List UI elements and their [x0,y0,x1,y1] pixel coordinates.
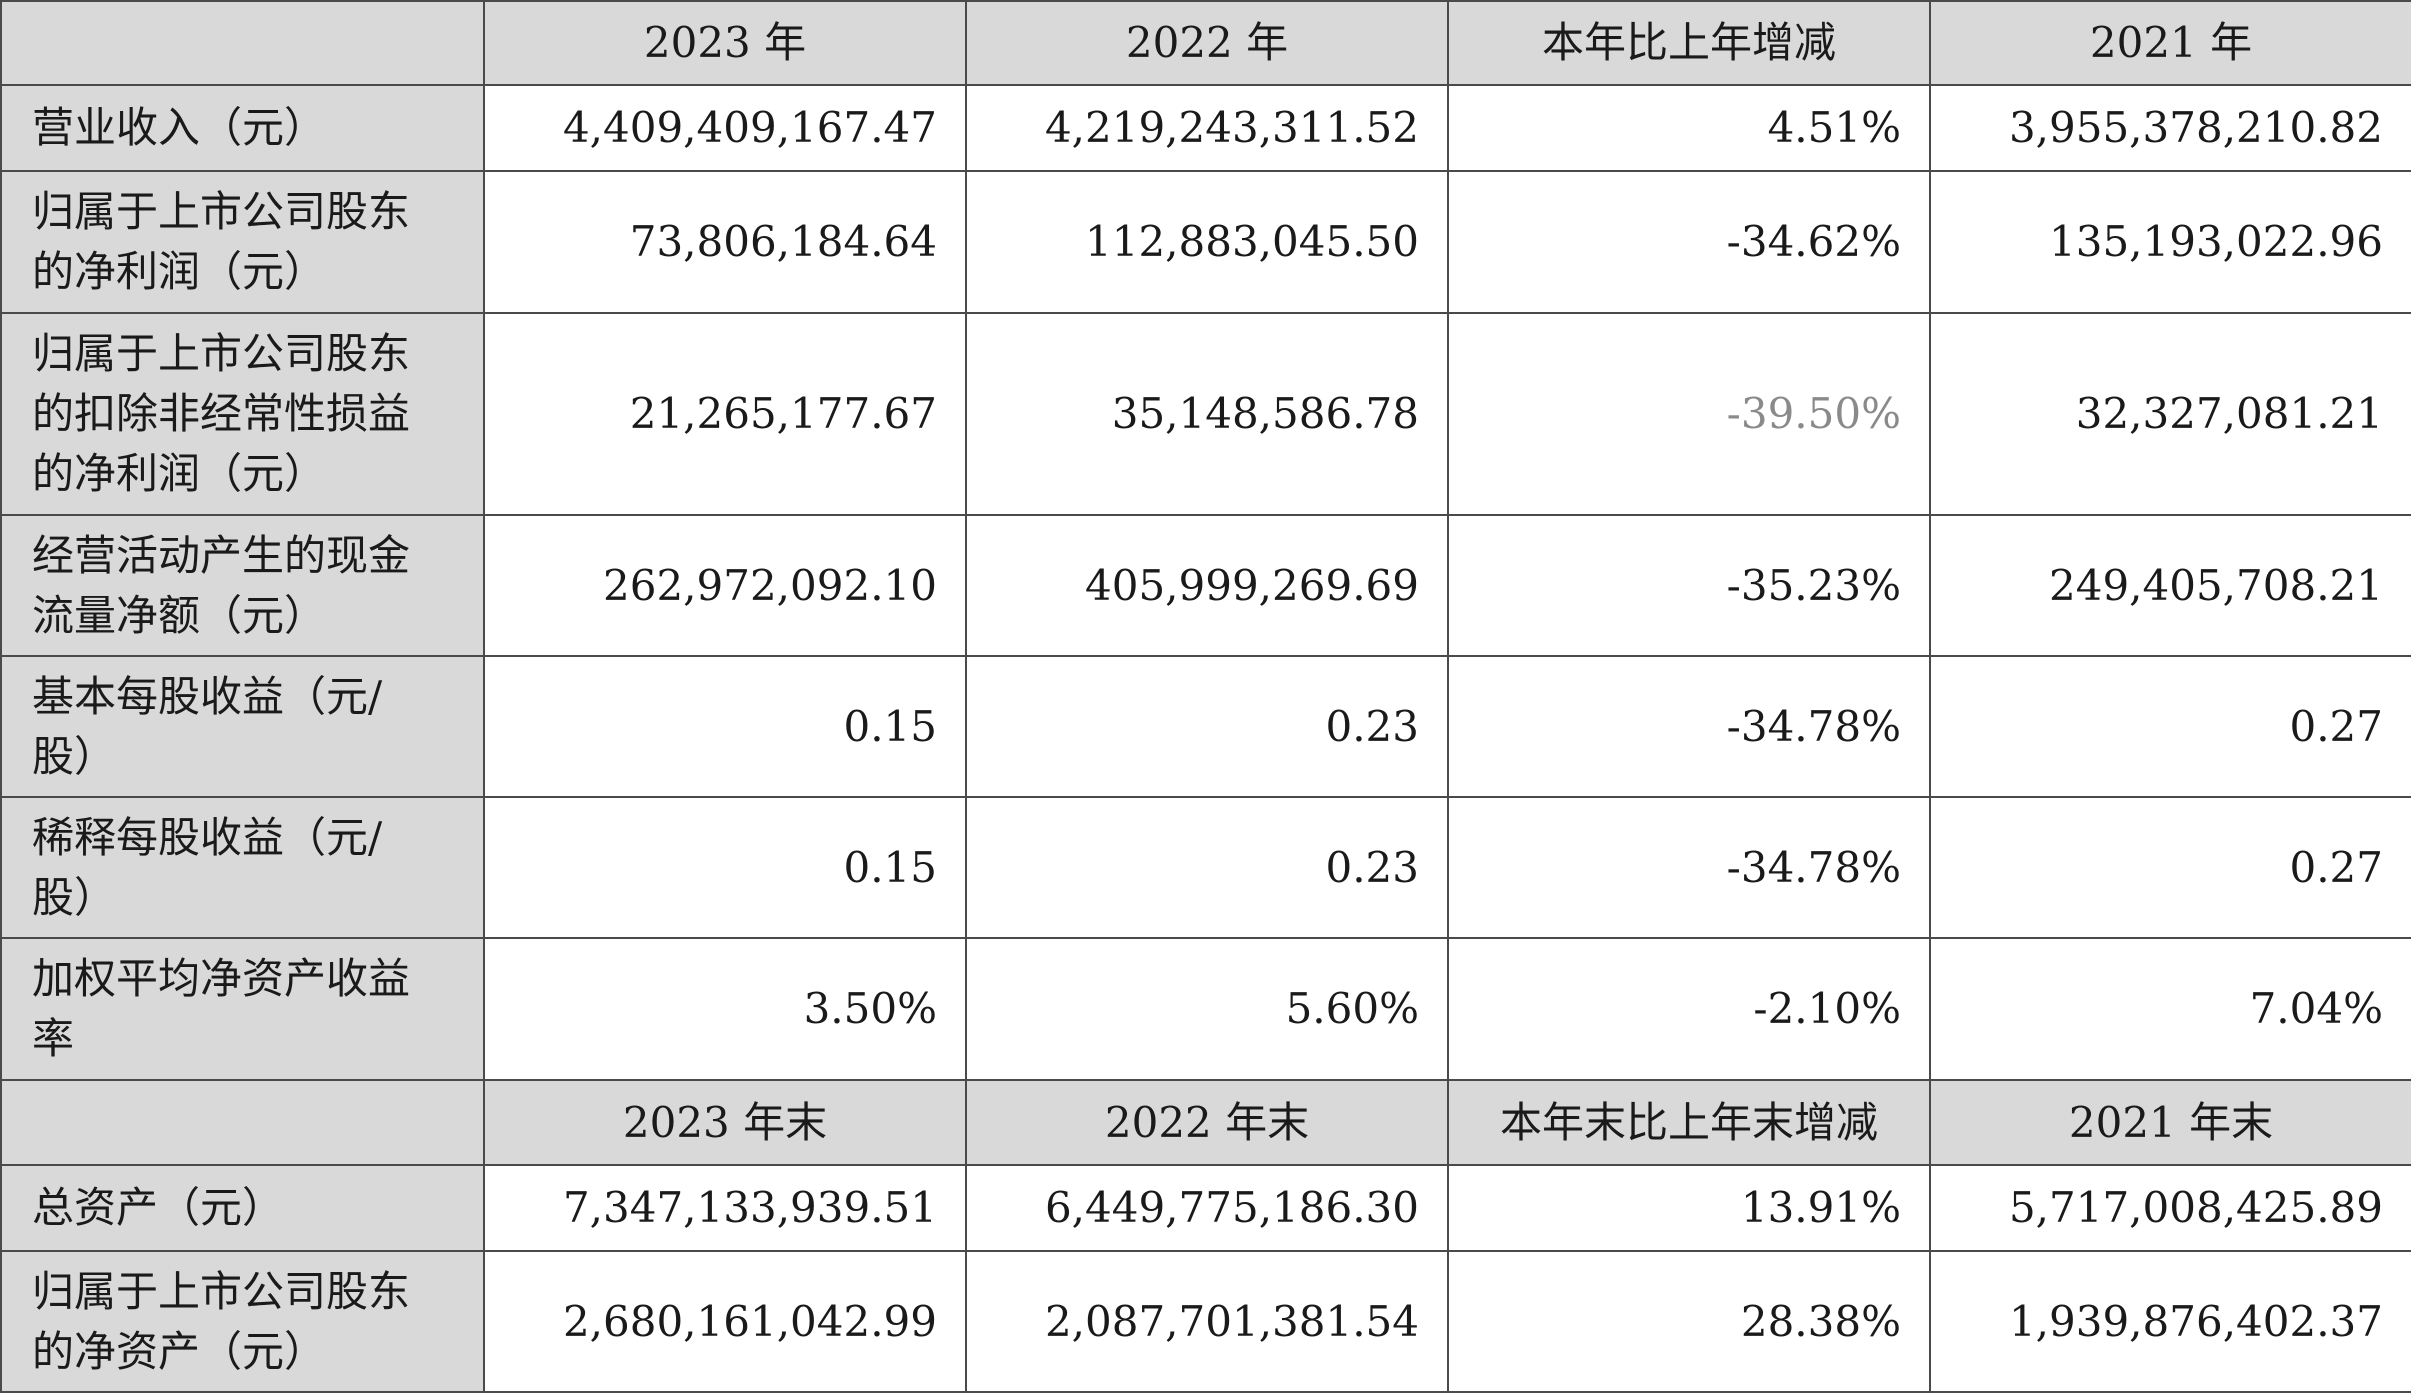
row-label-line: 的净利润（元） [32,247,327,296]
value-cell: 405,999,269.69 [965,514,1449,657]
row-label-line: 的净资产（元） [32,1326,327,1376]
table-row: 总资产（元） 7,347,133,939.51 6,449,775,186.30… [0,1164,2411,1252]
change-cell: -2.10% [1447,937,1931,1081]
header-blank-cell [0,0,485,86]
row-label: 稀释每股收益（元/ 股） [0,796,485,939]
change-cell: -35.23% [1447,514,1931,657]
header-cell: 2023 年 [483,0,967,86]
table-row: 归属于上市公司股东 的扣除非经常性损益 的净利润（元） 21,265,177.6… [0,312,2411,516]
row-label-line: 率 [32,1014,75,1063]
value-cell: 5.60% [965,937,1449,1081]
row-label-line: 加权平均净资产收益 [32,954,411,1003]
value-cell: 2,680,161,042.99 [483,1250,967,1393]
row-label: 加权平均净资产收益 率 [0,937,485,1081]
row-label-line: 归属于上市公司股东 [32,329,411,378]
table-header-row: 2023 年 2022 年 本年比上年增减 2021 年 [0,0,2411,86]
row-label-line: 营业收入（元） [32,103,327,152]
change-cell: 28.38% [1447,1250,1931,1393]
table-row: 营业收入（元） 4,409,409,167.47 4,219,243,311.5… [0,84,2411,172]
value-cell: 3,955,378,210.82 [1929,84,2411,172]
header-cell: 2022 年末 [965,1079,1449,1166]
row-label-line: 的扣除非经常性损益 [32,389,411,438]
row-label-line: 流量净额（元） [32,590,327,640]
change-cell: 4.51% [1447,84,1931,172]
value-cell: 5,717,008,425.89 [1929,1164,2411,1252]
value-cell: 249,405,708.21 [1929,514,2411,657]
table-row: 加权平均净资产收益 率 3.50% 5.60% -2.10% 7.04% [0,937,2411,1081]
row-label: 归属于上市公司股东 的净利润（元） [0,170,485,314]
value-cell: 73,806,184.64 [483,170,967,314]
header-cell: 2023 年末 [483,1079,967,1166]
value-cell: 0.27 [1929,655,2411,798]
value-cell: 0.23 [965,655,1449,798]
value-cell: 0.15 [483,655,967,798]
header-cell: 本年末比上年末增减 [1447,1079,1931,1166]
value-cell: 0.27 [1929,796,2411,939]
value-cell: 262,972,092.10 [483,514,967,657]
row-label: 基本每股收益（元/ 股） [0,655,485,798]
value-cell: 21,265,177.67 [483,312,967,516]
value-cell: 35,148,586.78 [965,312,1449,516]
row-label: 经营活动产生的现金 流量净额（元） [0,514,485,657]
header-cell: 2021 年末 [1929,1079,2411,1166]
header-cell: 2021 年 [1929,0,2411,86]
change-cell: -34.78% [1447,655,1931,798]
value-cell: 3.50% [483,937,967,1081]
table-row: 基本每股收益（元/ 股） 0.15 0.23 -34.78% 0.27 [0,655,2411,798]
change-cell: -34.78% [1447,796,1931,939]
value-cell: 32,327,081.21 [1929,312,2411,516]
value-cell: 0.15 [483,796,967,939]
value-cell: 4,219,243,311.52 [965,84,1449,172]
row-label-line: 稀释每股收益（元/ [32,812,383,862]
table-row: 经营活动产生的现金 流量净额（元） 262,972,092.10 405,999… [0,514,2411,657]
row-label: 归属于上市公司股东 的扣除非经常性损益 的净利润（元） [0,312,485,516]
value-cell: 6,449,775,186.30 [965,1164,1449,1252]
header-cell: 本年比上年增减 [1447,0,1931,86]
value-cell: 7.04% [1929,937,2411,1081]
header-cell: 2022 年 [965,0,1449,86]
row-label-line: 股） [32,731,117,781]
change-cell: 13.91% [1447,1164,1931,1252]
table-row: 归属于上市公司股东 的净利润（元） 73,806,184.64 112,883,… [0,170,2411,314]
row-label-line: 经营活动产生的现金 [32,530,411,580]
value-cell: 0.23 [965,796,1449,939]
row-label-line: 归属于上市公司股东 [32,187,411,236]
header-blank-cell [0,1079,485,1166]
row-label-line: 的净利润（元） [32,449,327,498]
change-cell: -39.50% [1447,312,1931,516]
table-row: 归属于上市公司股东 的净资产（元） 2,680,161,042.99 2,087… [0,1250,2411,1393]
row-label-line: 基本每股收益（元/ [32,671,383,721]
value-cell: 2,087,701,381.54 [965,1250,1449,1393]
table-header-row: 2023 年末 2022 年末 本年末比上年末增减 2021 年末 [0,1079,2411,1166]
change-cell: -34.62% [1447,170,1931,314]
row-label-line: 股） [32,872,117,922]
row-label: 营业收入（元） [0,84,485,172]
value-cell: 4,409,409,167.47 [483,84,967,172]
row-label: 总资产（元） [0,1164,485,1252]
table-row: 稀释每股收益（元/ 股） 0.15 0.23 -34.78% 0.27 [0,796,2411,939]
value-cell: 112,883,045.50 [965,170,1449,314]
value-cell: 7,347,133,939.51 [483,1164,967,1252]
row-label: 归属于上市公司股东 的净资产（元） [0,1250,485,1393]
row-label-line: 归属于上市公司股东 [32,1266,411,1316]
row-label-line: 总资产（元） [32,1183,285,1232]
value-cell: 1,939,876,402.37 [1929,1250,2411,1393]
value-cell: 135,193,022.96 [1929,170,2411,314]
